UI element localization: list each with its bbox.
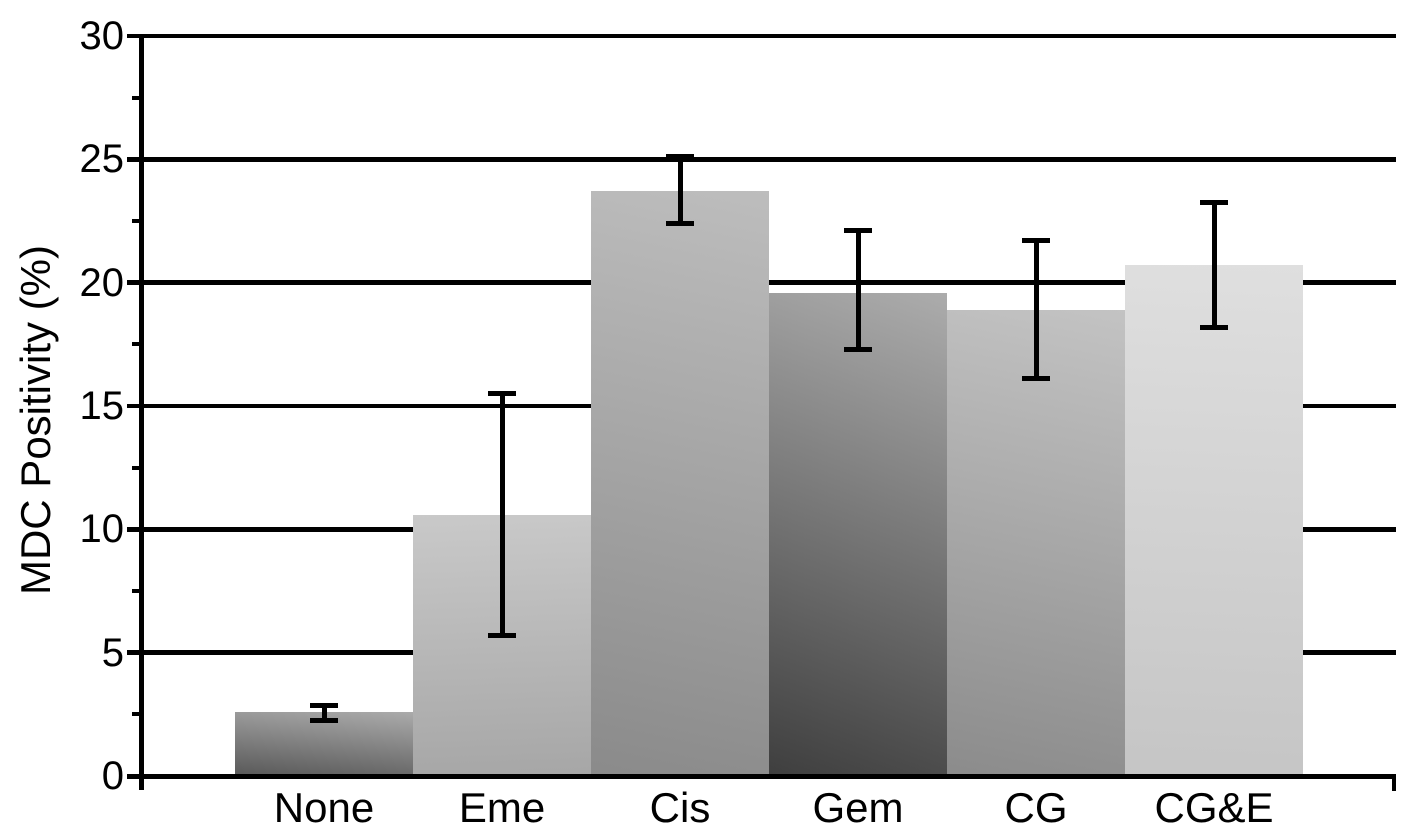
- bar-gem: [769, 292, 947, 778]
- y-minor-tick: [132, 465, 141, 470]
- error-bar-top-cap: [310, 703, 338, 709]
- y-minor-tick: [132, 712, 141, 717]
- error-bar-top-cap: [1200, 199, 1228, 205]
- x-axis: [127, 774, 1396, 779]
- x-category-label: Eme: [458, 784, 546, 831]
- y-tick-label: 30: [79, 13, 125, 58]
- y-tick-label: 10: [79, 507, 125, 552]
- error-bar-bottom-cap: [488, 632, 516, 638]
- error-bar-line: [855, 230, 861, 350]
- y-axis: [139, 33, 144, 791]
- error-bar-bottom-cap: [666, 220, 694, 226]
- x-category-label: CG: [1004, 784, 1068, 831]
- error-bar-bottom-cap: [1022, 376, 1050, 382]
- error-bar-line: [677, 156, 683, 224]
- error-bar-bottom-cap: [844, 346, 872, 352]
- error-bar-line: [321, 705, 327, 721]
- y-minor-tick: [132, 218, 141, 223]
- error-bar-line: [499, 393, 505, 636]
- y-tick-label: 15: [79, 383, 125, 428]
- bar-cg-e: [1125, 265, 1303, 778]
- y-gridline: [127, 157, 1396, 162]
- y-minor-tick: [132, 342, 141, 347]
- error-bar-top-cap: [488, 391, 516, 397]
- y-tick-label: 0: [101, 754, 124, 798]
- y-tick-label: 5: [101, 630, 124, 675]
- error-bar-top-cap: [844, 228, 872, 234]
- x-category-label: CG&E: [1154, 784, 1274, 831]
- y-minor-tick: [132, 95, 141, 100]
- error-bar-top-cap: [1022, 238, 1050, 244]
- x-category-label: None: [273, 784, 375, 831]
- error-bar-line: [1033, 240, 1039, 379]
- y-tick-label: 25: [79, 137, 125, 182]
- bar-cis: [591, 191, 769, 778]
- error-bar-top-cap: [666, 154, 694, 160]
- error-bar-bottom-cap: [310, 717, 338, 723]
- x-axis-right-end-tick: [1391, 774, 1396, 791]
- error-bar-line: [1211, 202, 1217, 328]
- y-minor-tick: [132, 588, 141, 593]
- y-tick-label: 20: [79, 260, 125, 305]
- x-category-label: Gem: [812, 784, 904, 831]
- y-gridline: [127, 33, 1396, 39]
- error-bar-bottom-cap: [1200, 324, 1228, 330]
- x-category-label: Cis: [649, 784, 711, 831]
- bar-cg: [947, 309, 1125, 778]
